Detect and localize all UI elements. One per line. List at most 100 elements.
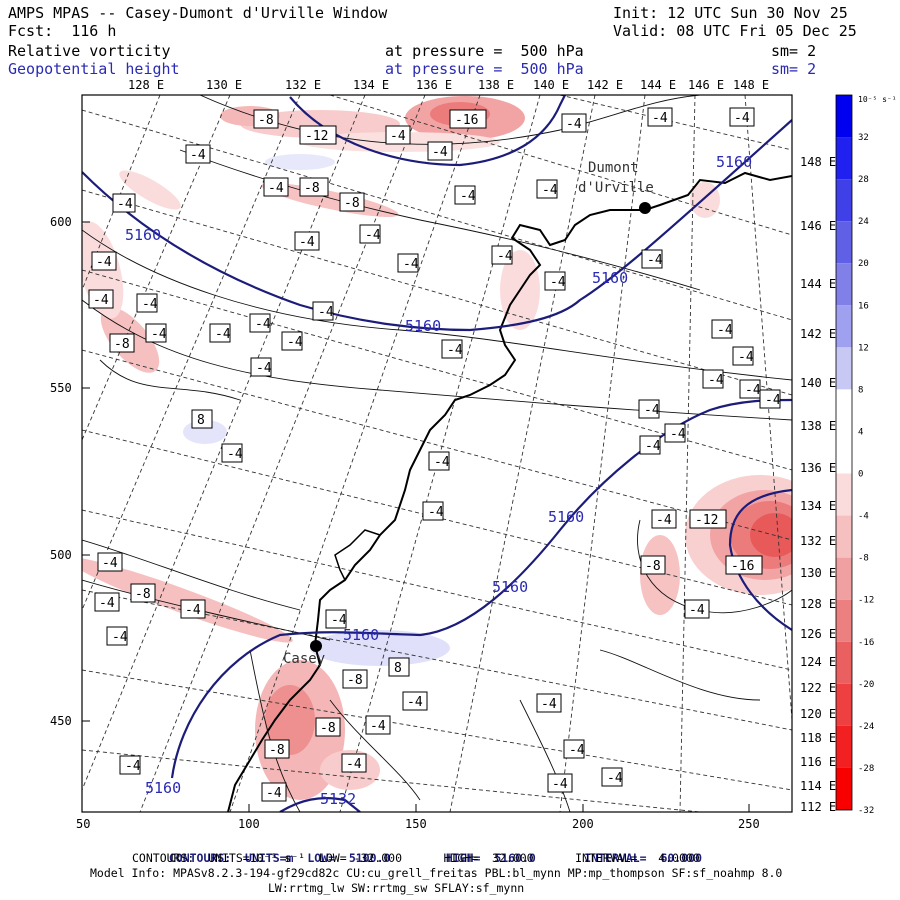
colorbar-swatch xyxy=(836,389,852,432)
vort-label: -4 xyxy=(249,313,271,333)
svg-text:-4: -4 xyxy=(318,305,334,320)
vort-label: -4 xyxy=(365,715,391,735)
svg-text:-4: -4 xyxy=(407,695,423,710)
vort-label: -4 xyxy=(397,253,419,273)
vort-label: -4 xyxy=(639,435,661,455)
svg-text:-4: -4 xyxy=(255,317,271,332)
height-label: 5160 xyxy=(548,508,584,526)
svg-text:-4: -4 xyxy=(652,111,668,126)
forecast-hour: Fcst: 116 h xyxy=(8,22,117,40)
colorbar-tick-label: -28 xyxy=(858,764,874,774)
svg-text:-4: -4 xyxy=(569,743,585,758)
colorbar-tick-label: 16 xyxy=(858,301,869,311)
y-tick-label: 550 xyxy=(50,381,72,395)
vort-label: -4 xyxy=(359,224,381,244)
svg-text:-4: -4 xyxy=(96,255,112,270)
svg-text:-8: -8 xyxy=(135,587,151,602)
svg-text:-4: -4 xyxy=(190,148,206,163)
x-tick-label: 100 xyxy=(238,817,260,831)
svg-text:-4: -4 xyxy=(434,455,450,470)
svg-text:-8: -8 xyxy=(269,743,285,758)
vort-label: -4 xyxy=(221,443,243,463)
svg-text:138 E: 138 E xyxy=(800,419,836,433)
field2-smoothing: sm= 2 xyxy=(771,60,817,78)
vort-label: -4 xyxy=(294,231,320,251)
svg-text:-8: -8 xyxy=(344,196,360,211)
svg-text:132 E: 132 E xyxy=(800,534,836,548)
svg-text:-4: -4 xyxy=(112,630,128,645)
svg-text:-4: -4 xyxy=(125,759,141,774)
colorbar-swatch xyxy=(836,347,852,390)
colorbar-tick-label: -20 xyxy=(858,680,874,690)
svg-text:-4: -4 xyxy=(93,293,109,308)
colorbar-tick-label: -32 xyxy=(858,806,874,816)
svg-text:-4: -4 xyxy=(689,603,705,618)
height-label: 5160 xyxy=(343,626,379,644)
lon-label: 130 E xyxy=(206,78,242,92)
colorbar-unit: 10⁻⁵ s⁻¹ xyxy=(858,95,897,104)
svg-text:128 E: 128 E xyxy=(800,597,836,611)
colorbar-swatch xyxy=(836,137,852,180)
field1-smoothing: sm= 2 xyxy=(771,42,817,60)
y-tick-label: 600 xyxy=(50,215,72,229)
colorbar-swatch xyxy=(836,263,852,306)
vort-label: -8 xyxy=(253,109,279,129)
colorbar-tick-label: -16 xyxy=(858,638,874,648)
lon-label: 146 E xyxy=(688,78,724,92)
vort-label: -8 xyxy=(299,177,329,197)
field2-name: Geopotential height xyxy=(8,60,180,78)
lon-label: 142 E xyxy=(587,78,623,92)
colorbar-swatches xyxy=(835,94,853,811)
colorbar-tick-label: 4 xyxy=(858,427,863,437)
svg-text:134 E: 134 E xyxy=(800,499,836,513)
svg-text:142 E: 142 E xyxy=(800,327,836,341)
svg-text:-4: -4 xyxy=(460,189,476,204)
svg-text:-8: -8 xyxy=(114,337,130,352)
vort-label: -4 xyxy=(209,323,231,343)
plot-frame xyxy=(81,94,793,813)
colorbar-swatch xyxy=(836,95,852,138)
vort-label: -4 xyxy=(684,599,710,619)
vort-label: -4 xyxy=(664,423,686,443)
longitude-labels: 128 E 130 E 132 E 134 E 136 E 138 E 140 … xyxy=(128,78,769,92)
svg-text:-4: -4 xyxy=(432,145,448,160)
vort-label: -4 xyxy=(491,245,513,265)
colorbar-tick-label: -12 xyxy=(858,596,874,606)
vort-label: -4 xyxy=(641,249,663,269)
dumont-durville-station-marker xyxy=(639,202,651,214)
svg-text:-8: -8 xyxy=(258,113,274,128)
lon-label: 128 E xyxy=(128,78,164,92)
svg-text:-12: -12 xyxy=(305,129,328,144)
svg-text:-4: -4 xyxy=(227,447,243,462)
x-tick-label: 200 xyxy=(572,817,594,831)
x-tick-label: 50 xyxy=(76,817,90,831)
init-time: Init: 12 UTC Sun 30 Nov 25 xyxy=(613,4,848,22)
svg-text:-4: -4 xyxy=(745,383,761,398)
svg-text:-4: -4 xyxy=(607,771,623,786)
vort-label: -4 xyxy=(732,346,754,366)
vort-label: -4 xyxy=(563,739,585,759)
svg-text:122 E: 122 E xyxy=(800,681,836,695)
vort-label: -4 xyxy=(454,185,476,205)
svg-text:-4: -4 xyxy=(428,505,444,520)
vort-label: -4 xyxy=(711,319,733,339)
vort-label: -4 xyxy=(536,179,558,199)
vort-label: -4 xyxy=(341,753,367,773)
svg-text:-4: -4 xyxy=(656,513,672,528)
footer-height-high: HIGH= 5160.0 xyxy=(445,851,536,865)
svg-text:-4: -4 xyxy=(447,343,463,358)
svg-text:-4: -4 xyxy=(266,786,282,801)
lon-label: 148 E xyxy=(733,78,769,92)
valid-time: Valid: 08 UTC Fri 05 Dec 25 xyxy=(613,22,857,40)
colorbar-tick-label: 12 xyxy=(858,343,869,353)
vort-label: -8 xyxy=(264,739,290,759)
svg-text:-12: -12 xyxy=(695,513,718,528)
svg-text:-4: -4 xyxy=(287,335,303,350)
height-contour-labels: 5160 5160 5160 5160 5160 5160 5160 5160 … xyxy=(125,153,752,808)
colorbar-swatch xyxy=(836,767,852,810)
colorbar-swatch xyxy=(836,473,852,516)
casey-station-marker xyxy=(310,640,322,652)
footer-model-info: Model Info: MPASv8.2.3-194-gf29cd82c CU:… xyxy=(90,866,783,880)
colorbar-tick-label: -24 xyxy=(858,722,874,732)
